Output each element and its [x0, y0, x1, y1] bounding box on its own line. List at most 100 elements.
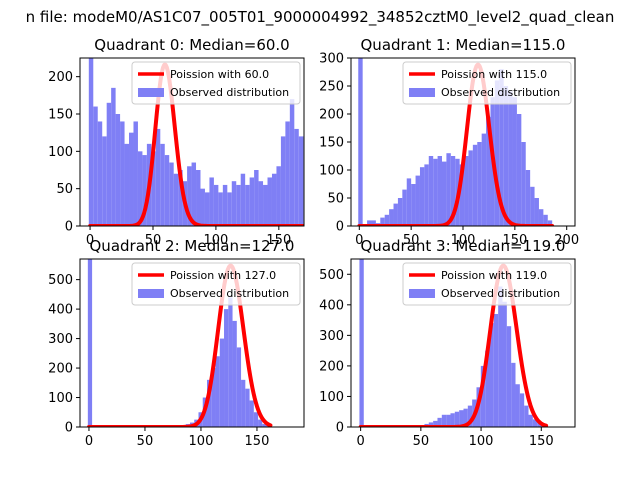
histogram-bar	[164, 155, 170, 226]
x-tick-label: 100	[203, 233, 228, 248]
histogram-bar	[240, 173, 246, 226]
axes-frame	[350, 258, 576, 428]
histogram-bar	[411, 184, 416, 226]
histogram-bar	[160, 143, 165, 226]
histogram-bar	[169, 162, 174, 226]
histogram-bar	[543, 214, 548, 226]
histogram-bar	[472, 144, 478, 226]
legend-patch-swatch	[409, 88, 435, 97]
x-tick-label: 100	[469, 434, 494, 449]
histogram-bar	[477, 142, 482, 226]
y-tick-label: 0	[65, 220, 73, 235]
histogram-bar	[236, 184, 241, 226]
histogram-bar	[463, 408, 468, 427]
histogram-bar	[437, 156, 442, 226]
x-tick-label: 150	[529, 434, 554, 449]
histogram-bar	[137, 151, 143, 226]
histogram-bar	[207, 379, 212, 427]
histogram-bar	[534, 198, 539, 226]
histogram-bar	[215, 356, 220, 427]
histogram-bar	[200, 188, 205, 226]
histogram-bar	[271, 173, 277, 226]
legend-entry-fit: Poission with 127.0	[170, 269, 276, 282]
histogram-bar	[498, 286, 503, 427]
histogram-bar	[227, 192, 232, 226]
histogram-bar	[503, 86, 509, 226]
subplot-grid: 0 50 100 150 0 50 100 150 200 Quadrant 0: Median=…	[48, 36, 579, 449]
y-tick-label: 0	[336, 220, 344, 235]
y-tick-label: 300	[48, 332, 73, 347]
histogram-bar	[191, 162, 197, 226]
subplot-0: 0 50 100 150 0 50 100 150 200 Quadrant 0: Median=…	[48, 36, 305, 248]
subplot-2: 0 50 100 150 0 100 200 300 400 500 Quadrant 2: Med…	[48, 237, 305, 449]
legend-entry-fit: Poission with 115.0	[441, 68, 547, 81]
legend-entry-observed: Observed distribution	[441, 86, 560, 99]
x-tick-label: 50	[137, 434, 154, 449]
x-tick-label: 0	[86, 233, 94, 248]
histogram-bar	[389, 209, 394, 226]
histogram-bar	[441, 414, 447, 427]
y-tick-label: 500	[319, 268, 344, 283]
legend-entry-fit: Poission with 60.0	[170, 68, 269, 81]
histogram-bar	[515, 384, 520, 427]
histogram-bar	[258, 419, 263, 427]
y-tick-label: 0	[65, 421, 73, 436]
histogram-bar	[489, 323, 494, 427]
histogram-bar	[446, 414, 451, 427]
histogram-bar	[151, 151, 156, 226]
histogram-bar	[254, 170, 259, 226]
axes-frame	[79, 258, 305, 428]
y-tick-label: 100	[319, 390, 344, 405]
histogram-bar	[530, 186, 535, 226]
histogram-bar	[224, 309, 229, 427]
y-tick-label: 200	[319, 359, 344, 374]
y-tick-label: 400	[319, 298, 344, 313]
histogram-bar	[218, 192, 223, 226]
histogram-bar	[459, 164, 465, 226]
y-tick-label: 100	[48, 145, 73, 160]
histogram-bar	[524, 405, 529, 427]
y-tick-label: 200	[48, 362, 73, 377]
histogram-bar	[380, 217, 385, 226]
x-tick-label: 100	[189, 434, 214, 449]
histogram-bar	[485, 350, 490, 427]
histogram-bar	[249, 177, 255, 226]
histogram-bar	[467, 405, 473, 427]
x-tick-label: 0	[356, 434, 364, 449]
histogram-bar	[442, 161, 447, 226]
histogram-bar	[93, 106, 98, 226]
x-tick-label: 0	[85, 434, 93, 449]
histogram-bar	[173, 173, 179, 226]
histogram-bar	[280, 136, 286, 226]
histogram-bar	[525, 170, 531, 226]
histogram-bar	[393, 203, 398, 226]
histogram-bar	[196, 170, 201, 226]
histogram-bar	[88, 58, 94, 226]
histogram-bar	[538, 209, 544, 226]
legend-patch-swatch	[138, 88, 164, 97]
y-tick-label: 50	[327, 192, 344, 207]
histogram-bar	[87, 259, 93, 427]
y-tick-label: 400	[48, 303, 73, 318]
histogram-bar	[437, 417, 442, 427]
histogram-bar	[263, 184, 268, 226]
histogram-bar	[547, 220, 553, 226]
histogram-bar	[433, 420, 438, 427]
y-tick-label: 200	[48, 70, 73, 85]
legend-patch-swatch	[138, 289, 164, 298]
histogram-bar	[397, 198, 403, 226]
histogram-bar	[294, 128, 299, 226]
histogram-bar	[528, 414, 533, 427]
y-tick-label: 0	[336, 421, 344, 436]
subplot-title: Quadrant 2: Median=127.0	[90, 237, 295, 255]
y-tick-label: 300	[319, 329, 344, 344]
histogram-bar	[124, 143, 130, 226]
y-tick-label: 500	[48, 273, 73, 288]
histogram-bar	[228, 297, 233, 427]
legend-entry-observed: Observed distribution	[170, 86, 289, 99]
histogram-bar	[102, 136, 107, 226]
subplot-title: Quadrant 1: Median=115.0	[361, 36, 566, 54]
histogram-bar	[211, 368, 216, 427]
legend-box	[131, 262, 301, 306]
histogram-bar	[508, 91, 513, 226]
